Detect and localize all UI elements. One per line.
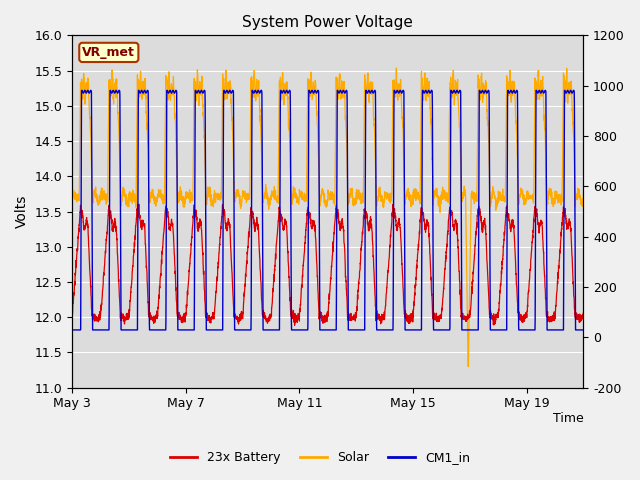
Text: Time: Time (553, 412, 584, 425)
Y-axis label: Volts: Volts (15, 195, 29, 228)
Title: System Power Voltage: System Power Voltage (243, 15, 413, 30)
Legend: 23x Battery, Solar, CM1_in: 23x Battery, Solar, CM1_in (164, 446, 476, 469)
Text: VR_met: VR_met (83, 46, 135, 59)
